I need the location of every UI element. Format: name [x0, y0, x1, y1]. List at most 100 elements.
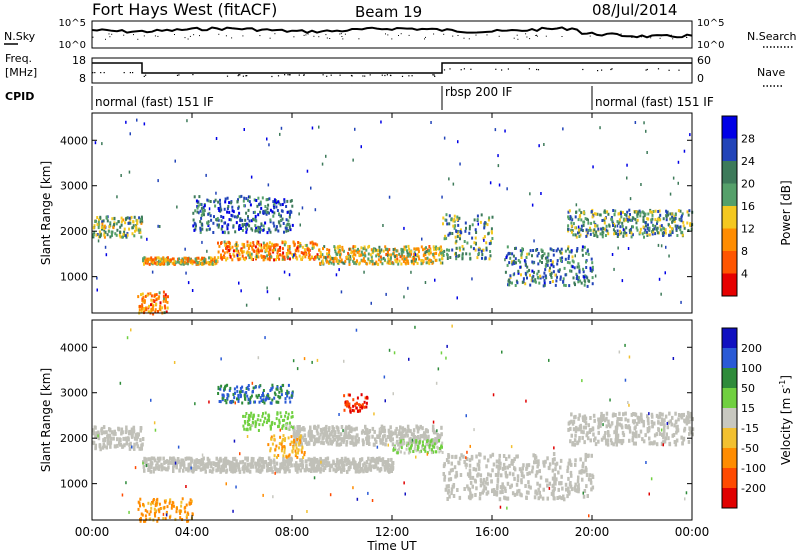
power-cell	[103, 227, 106, 230]
ground-scatter-cell	[581, 469, 584, 473]
power-cell	[591, 261, 594, 265]
ground-scatter-cell	[585, 473, 589, 477]
ground-scatter-cell	[380, 424, 384, 429]
power-cell	[210, 256, 213, 260]
power-cell	[319, 250, 322, 254]
power-cell	[665, 215, 668, 219]
power-cell	[196, 206, 199, 210]
ground-scatter-cell	[244, 466, 247, 471]
ground-scatter-cell	[162, 456, 165, 461]
power-cell	[287, 229, 290, 233]
velocity-cell	[355, 406, 358, 410]
ground-scatter-cell	[385, 438, 388, 443]
ground-scatter-cell	[588, 430, 592, 434]
power-cell	[249, 203, 252, 207]
power-cell	[604, 211, 607, 214]
ground-scatter-cell	[361, 429, 365, 434]
power-cell	[227, 205, 230, 208]
ground-scatter-cell	[635, 430, 638, 435]
ground-scatter-cell	[414, 441, 417, 446]
ground-scatter-cell	[648, 441, 651, 446]
power-cell	[173, 259, 176, 263]
ground-scatter-cell	[125, 441, 128, 446]
power-cell	[257, 196, 260, 200]
power-cell	[489, 254, 492, 258]
power-cell	[275, 258, 277, 262]
power-cell	[215, 191, 217, 195]
power-cell	[531, 269, 534, 273]
power-cell	[247, 247, 250, 250]
ground-scatter-cell	[491, 489, 494, 494]
power-cell	[491, 215, 494, 219]
power-cell	[485, 246, 488, 250]
noise-search-point	[535, 35, 537, 36]
velocity-cell	[297, 451, 299, 455]
power-cell	[462, 247, 465, 251]
velocity-cell	[291, 415, 294, 419]
velocity-cell	[247, 384, 250, 387]
power-cell	[334, 250, 337, 254]
ground-scatter-cell	[578, 413, 581, 418]
power-cell	[593, 234, 596, 237]
power-cell	[394, 247, 396, 251]
velocity-cell	[316, 358, 319, 362]
power-cell	[572, 276, 575, 280]
power-cell	[267, 250, 270, 254]
noise-search-point	[109, 36, 111, 38]
power-cell	[214, 198, 217, 202]
power-cell	[172, 262, 175, 266]
power-cell	[239, 218, 242, 222]
ground-scatter-cell	[135, 441, 139, 446]
ground-scatter-cell	[586, 431, 589, 436]
power-cell	[96, 222, 99, 226]
power-cell	[224, 200, 227, 204]
power-cell	[433, 256, 436, 260]
power-cell	[477, 251, 480, 255]
velocity-cell	[445, 356, 447, 360]
velocity-cell	[271, 383, 274, 387]
velocity-cell	[431, 448, 433, 452]
velocity-cell	[672, 357, 675, 360]
nave-point	[381, 74, 383, 76]
power-cell	[208, 207, 211, 211]
power-cell	[232, 224, 235, 228]
cpid-segment-2: rbsp 200 IF	[445, 85, 512, 99]
velocity-cell	[201, 453, 204, 457]
power-cell	[268, 197, 271, 201]
power-cell	[539, 259, 541, 263]
power-cell	[456, 215, 459, 219]
velocity-cell	[252, 390, 254, 393]
power-cell	[398, 252, 401, 256]
power-cell	[403, 257, 406, 261]
power-cell	[157, 259, 160, 263]
velocity-cell	[283, 418, 286, 422]
ground-scatter-cell	[312, 465, 316, 470]
power-cell	[652, 210, 655, 213]
velocity-cell	[157, 508, 160, 512]
velocity-cell	[473, 428, 475, 432]
velocity-cell	[290, 394, 293, 398]
ground-scatter-cell	[473, 478, 477, 483]
power-cell	[669, 230, 672, 234]
power-cell	[210, 260, 212, 264]
ground-scatter-cell	[513, 466, 516, 471]
velocity-cell	[388, 348, 391, 352]
ground-scatter-cell	[238, 469, 242, 474]
ground-scatter-cell	[326, 434, 330, 439]
power-cell	[146, 237, 148, 241]
ground-scatter-cell	[624, 417, 627, 422]
ground-scatter-cell	[688, 432, 691, 437]
velocity-cell	[262, 391, 264, 395]
power-cell	[213, 200, 216, 204]
power-cell	[507, 278, 510, 282]
frequency-line	[92, 62, 692, 74]
ground-scatter-cell	[476, 473, 479, 478]
power-cell	[281, 247, 284, 251]
ground-scatter-cell	[651, 424, 654, 429]
ground-scatter-cell	[436, 436, 440, 441]
ground-scatter-cell	[152, 469, 155, 474]
velocity-cell	[249, 398, 252, 402]
power-cell	[143, 307, 146, 311]
ground-scatter-cell	[332, 459, 335, 464]
ground-scatter-cell	[201, 467, 204, 472]
